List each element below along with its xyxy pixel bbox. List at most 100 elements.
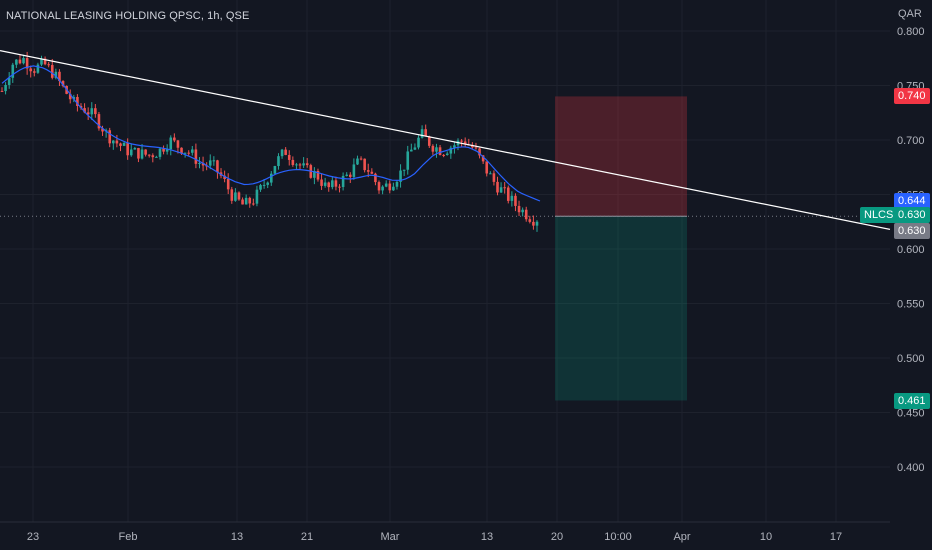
target-price-tag: 0.461 bbox=[894, 392, 930, 409]
x-tick-label: 10:00 bbox=[604, 531, 632, 543]
y-tick-label: 0.500 bbox=[897, 353, 925, 365]
candle-down bbox=[474, 147, 478, 149]
x-tick-label: 21 bbox=[301, 531, 313, 543]
candle-up bbox=[244, 197, 248, 205]
candle-up bbox=[191, 149, 194, 153]
candle-up bbox=[165, 149, 169, 152]
y-tick-label: 0.700 bbox=[897, 135, 925, 147]
candle-down bbox=[194, 149, 198, 164]
x-tick-label: 17 bbox=[830, 531, 842, 543]
candle-down bbox=[485, 161, 489, 174]
candle-down bbox=[438, 147, 442, 155]
ma-price-tag: 0.644 bbox=[894, 193, 930, 210]
symbol-title: NATIONAL LEASING HOLDING QPSC, 1h, QSE bbox=[6, 10, 250, 22]
currency-label: QAR bbox=[898, 8, 922, 20]
candle-down bbox=[119, 143, 122, 146]
candle-down bbox=[68, 93, 72, 100]
candle-up bbox=[22, 58, 25, 64]
candle-down bbox=[144, 149, 147, 155]
candle-down bbox=[187, 152, 191, 154]
target-zone bbox=[555, 216, 687, 401]
candle-up bbox=[90, 108, 94, 115]
candle-down bbox=[33, 71, 36, 73]
candle-up bbox=[4, 84, 7, 92]
candle-up bbox=[158, 148, 162, 157]
candle-down bbox=[287, 154, 291, 160]
stop-loss-zone bbox=[555, 96, 687, 217]
candle-up bbox=[277, 156, 280, 167]
candle-down bbox=[338, 186, 341, 188]
candle-up bbox=[129, 149, 133, 156]
candle-up bbox=[112, 140, 115, 144]
y-tick-label: 0.800 bbox=[897, 26, 925, 38]
candle-down bbox=[101, 128, 104, 132]
candle-down bbox=[506, 187, 510, 201]
x-tick-label: Mar bbox=[381, 531, 400, 543]
candle-down bbox=[305, 163, 309, 166]
candle-down bbox=[298, 164, 302, 166]
candle-up bbox=[417, 137, 420, 148]
candle-down bbox=[463, 141, 467, 145]
candle-down bbox=[50, 65, 54, 78]
candle-down bbox=[216, 160, 219, 173]
candle-up bbox=[345, 174, 348, 176]
candle-down bbox=[126, 142, 129, 156]
candle-up bbox=[323, 182, 327, 186]
candle-down bbox=[173, 137, 176, 141]
x-tick-label: 10 bbox=[760, 531, 772, 543]
candle-up bbox=[302, 163, 305, 166]
candle-up bbox=[445, 153, 449, 156]
candle-up bbox=[266, 182, 270, 185]
x-tick-label: 13 bbox=[231, 531, 243, 543]
candle-up bbox=[499, 187, 503, 193]
candle-up bbox=[155, 156, 158, 158]
candle-down bbox=[252, 203, 255, 205]
candle-up bbox=[402, 169, 406, 171]
candle-down bbox=[226, 178, 230, 190]
candle-down bbox=[241, 199, 244, 205]
x-tick-label: 20 bbox=[551, 531, 563, 543]
candle-up bbox=[295, 164, 298, 166]
candle-down bbox=[151, 155, 155, 158]
candle-down bbox=[320, 179, 323, 186]
candle-up bbox=[489, 173, 492, 175]
candle-down bbox=[291, 159, 295, 165]
candle-down bbox=[94, 108, 97, 115]
candle-up bbox=[15, 59, 18, 65]
candle-down bbox=[348, 174, 352, 177]
candle-down bbox=[147, 154, 151, 156]
candle-up bbox=[381, 186, 384, 191]
candle-up bbox=[255, 189, 259, 204]
candle-down bbox=[86, 112, 90, 115]
candle-down bbox=[176, 140, 180, 148]
candle-down bbox=[424, 129, 427, 137]
candle-down bbox=[316, 170, 320, 180]
candle-down bbox=[248, 197, 252, 204]
candle-up bbox=[392, 186, 395, 191]
candle-up bbox=[208, 160, 212, 166]
candle-down bbox=[115, 140, 119, 144]
x-tick-label: Apr bbox=[673, 531, 690, 543]
stop-price-tag: 0.740 bbox=[894, 88, 930, 105]
candle-up bbox=[384, 183, 388, 187]
candle-up bbox=[510, 195, 514, 201]
candle-up bbox=[352, 164, 356, 177]
trendline bbox=[0, 50, 891, 230]
candle-down bbox=[374, 173, 377, 183]
candle-down bbox=[43, 58, 47, 65]
candle-down bbox=[47, 64, 50, 66]
candle-up bbox=[410, 149, 413, 152]
candle-up bbox=[40, 58, 43, 65]
candle-up bbox=[169, 137, 173, 150]
candle-down bbox=[334, 180, 338, 187]
candle-up bbox=[395, 181, 399, 187]
candle-down bbox=[442, 154, 445, 156]
y-tick-label: 0.450 bbox=[897, 408, 925, 420]
candle-up bbox=[406, 151, 410, 170]
candle-up bbox=[212, 160, 216, 162]
y-tick-label: 0.600 bbox=[897, 244, 925, 256]
candle-up bbox=[280, 149, 284, 157]
candle-up bbox=[453, 145, 456, 148]
